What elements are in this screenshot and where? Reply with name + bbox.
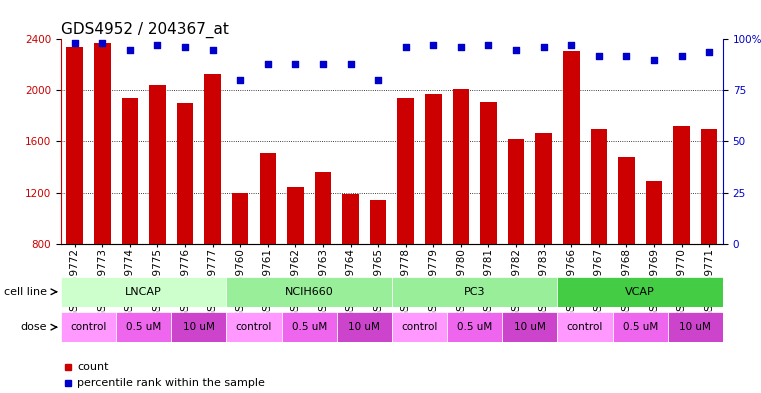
Text: LNCAP: LNCAP — [126, 287, 162, 297]
Text: cell line: cell line — [4, 287, 47, 297]
Bar — [287, 187, 304, 244]
Bar — [425, 94, 441, 244]
Point — [537, 44, 549, 51]
FancyBboxPatch shape — [447, 312, 502, 342]
Text: control: control — [236, 322, 272, 332]
Text: 10 uM: 10 uM — [680, 322, 712, 332]
FancyBboxPatch shape — [227, 277, 392, 307]
Point — [510, 46, 522, 53]
Text: GDS4952 / 204367_at: GDS4952 / 204367_at — [61, 22, 229, 38]
FancyBboxPatch shape — [557, 312, 613, 342]
Bar — [701, 129, 718, 244]
Point — [703, 48, 715, 55]
Bar — [645, 181, 662, 244]
Point — [372, 77, 384, 83]
Text: count: count — [78, 362, 109, 373]
Text: NCIH660: NCIH660 — [285, 287, 333, 297]
Text: control: control — [567, 322, 603, 332]
Text: 0.5 uM: 0.5 uM — [291, 322, 326, 332]
Bar — [149, 85, 166, 244]
Text: 0.5 uM: 0.5 uM — [126, 322, 161, 332]
Point — [427, 42, 439, 49]
Point — [289, 61, 301, 67]
Point — [96, 40, 108, 46]
Text: dose: dose — [21, 322, 47, 332]
FancyBboxPatch shape — [336, 312, 392, 342]
Bar — [342, 194, 358, 244]
Point — [620, 53, 632, 59]
Point — [317, 61, 329, 67]
Bar — [122, 98, 139, 244]
Point — [648, 57, 660, 63]
FancyBboxPatch shape — [227, 312, 282, 342]
Text: 0.5 uM: 0.5 uM — [457, 322, 492, 332]
Text: percentile rank within the sample: percentile rank within the sample — [78, 378, 266, 388]
FancyBboxPatch shape — [61, 277, 227, 307]
Text: PC3: PC3 — [464, 287, 486, 297]
Point — [68, 40, 81, 46]
Point — [455, 44, 467, 51]
Point — [593, 53, 605, 59]
Bar — [591, 129, 607, 244]
Bar — [66, 47, 83, 244]
Bar — [618, 157, 635, 244]
Point — [482, 42, 495, 49]
Point — [565, 42, 578, 49]
FancyBboxPatch shape — [668, 312, 723, 342]
Text: control: control — [401, 322, 438, 332]
FancyBboxPatch shape — [502, 312, 557, 342]
Point — [206, 46, 218, 53]
Bar — [260, 153, 276, 244]
Bar — [232, 193, 248, 244]
Bar — [508, 139, 524, 244]
FancyBboxPatch shape — [557, 277, 723, 307]
Bar — [673, 126, 689, 244]
Point — [262, 61, 274, 67]
Point — [151, 42, 164, 49]
FancyBboxPatch shape — [392, 312, 447, 342]
Text: VCAP: VCAP — [626, 287, 655, 297]
FancyBboxPatch shape — [61, 312, 116, 342]
Point — [124, 46, 136, 53]
Point — [676, 53, 688, 59]
Point — [345, 61, 357, 67]
Point — [179, 44, 191, 51]
FancyBboxPatch shape — [116, 312, 171, 342]
FancyBboxPatch shape — [282, 312, 336, 342]
Bar — [204, 74, 221, 244]
Text: control: control — [70, 322, 107, 332]
Bar — [397, 98, 414, 244]
FancyBboxPatch shape — [613, 312, 668, 342]
Point — [400, 44, 412, 51]
Bar — [563, 51, 580, 244]
Point — [234, 77, 247, 83]
Bar — [314, 172, 331, 244]
Bar — [535, 132, 552, 244]
Text: 0.5 uM: 0.5 uM — [622, 322, 658, 332]
FancyBboxPatch shape — [392, 277, 557, 307]
Bar — [453, 89, 469, 244]
Bar — [177, 103, 193, 244]
Bar — [480, 102, 497, 244]
FancyBboxPatch shape — [171, 312, 227, 342]
Text: 10 uM: 10 uM — [349, 322, 380, 332]
Bar — [370, 200, 387, 244]
Text: 10 uM: 10 uM — [183, 322, 215, 332]
Text: 10 uM: 10 uM — [514, 322, 546, 332]
Bar — [94, 43, 110, 244]
